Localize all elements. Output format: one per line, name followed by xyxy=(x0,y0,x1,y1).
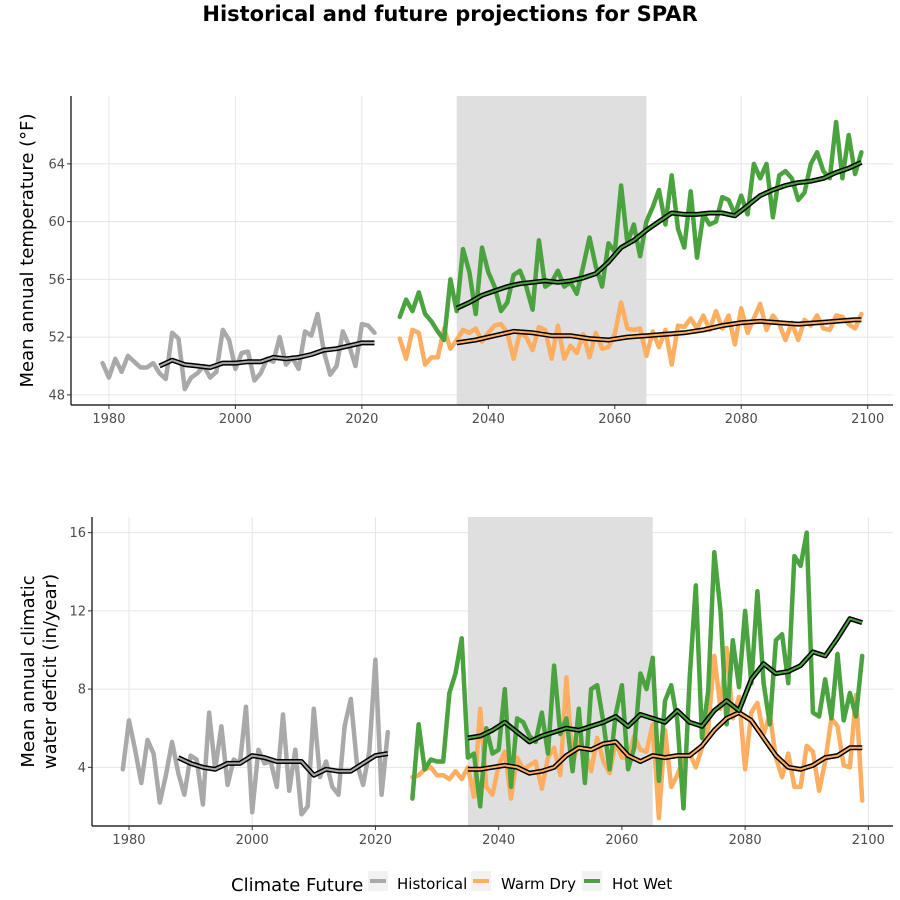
x-tick-label: 2080 xyxy=(725,412,758,427)
x-tick-label: 2020 xyxy=(345,412,378,427)
smooth-line-warm-dry[interactable] xyxy=(467,711,863,775)
series-line-hot-wet[interactable] xyxy=(397,119,864,343)
y-tick-label: 16 xyxy=(69,526,86,541)
x-tick-label: 2100 xyxy=(852,833,885,848)
x-tick-label: 2040 xyxy=(472,412,505,427)
x-tick-label: 2000 xyxy=(219,412,252,427)
x-tick-label: 2000 xyxy=(236,833,269,848)
y-tick-label: 8 xyxy=(78,683,86,698)
smooth-line-historical[interactable] xyxy=(177,752,388,777)
series-line-warm-dry[interactable] xyxy=(397,300,864,367)
smooth-line-hot-wet[interactable] xyxy=(456,161,862,310)
legend-label-hot-wet: Hot Wet xyxy=(612,875,672,893)
smooth-line-hot-wet[interactable] xyxy=(467,617,863,743)
y-tick-label: 56 xyxy=(48,273,65,288)
y-axis-label: Mean annual temperature (°F) xyxy=(17,113,38,387)
smooth-line-historical[interactable] xyxy=(159,341,375,369)
x-tick-label: 2060 xyxy=(598,412,631,427)
y-axis-label-line: water deficit (in/year) xyxy=(40,574,61,769)
x-tick-label: 2080 xyxy=(729,833,762,848)
water-deficit-panel: 1980 2000 2020 2040 2060 2080 2100 4 8 12 16 Mean a… xyxy=(18,517,893,848)
x-tick-label: 2100 xyxy=(851,412,884,427)
temperature-panel: 1980 2000 2020 2040 2060 2080 2100 48 52 56 60 64 Me… xyxy=(17,96,893,427)
y-axis-label-line: Mean annual climatic xyxy=(18,575,39,767)
smooth-line-warm-dry[interactable] xyxy=(456,318,862,344)
x-tick-label: 1980 xyxy=(92,412,125,427)
series-line-historical[interactable] xyxy=(100,311,377,392)
legend: Climate Future Historical Warm Dry Hot W… xyxy=(231,871,672,896)
x-tick-label: 2060 xyxy=(605,833,638,848)
y-tick-label: 48 xyxy=(48,388,65,403)
x-tick-label: 2040 xyxy=(482,833,515,848)
x-tick-label: 2020 xyxy=(359,833,392,848)
legend-label-historical: Historical xyxy=(397,875,467,893)
legend-title: Climate Future xyxy=(231,875,363,896)
y-axis-label: Mean annual climaticwater deficit (in/ye… xyxy=(18,574,61,769)
y-tick-label: 12 xyxy=(69,604,86,619)
series-line-historical[interactable] xyxy=(120,657,391,817)
series-line-warm-dry[interactable] xyxy=(410,645,865,821)
legend-item-hot-wet[interactable]: Hot Wet xyxy=(582,871,672,893)
x-tick-label: 1980 xyxy=(112,833,145,848)
y-tick-label: 60 xyxy=(48,215,65,230)
y-tick-label: 64 xyxy=(48,157,65,172)
y-tick-label: 4 xyxy=(78,761,86,776)
legend-label-warm-dry: Warm Dry xyxy=(501,875,576,893)
legend-item-warm-dry[interactable]: Warm Dry xyxy=(471,871,576,893)
chart-title: Historical and future projections for SP… xyxy=(202,2,698,26)
legend-item-historical[interactable]: Historical xyxy=(368,871,467,893)
y-tick-label: 52 xyxy=(48,331,65,346)
